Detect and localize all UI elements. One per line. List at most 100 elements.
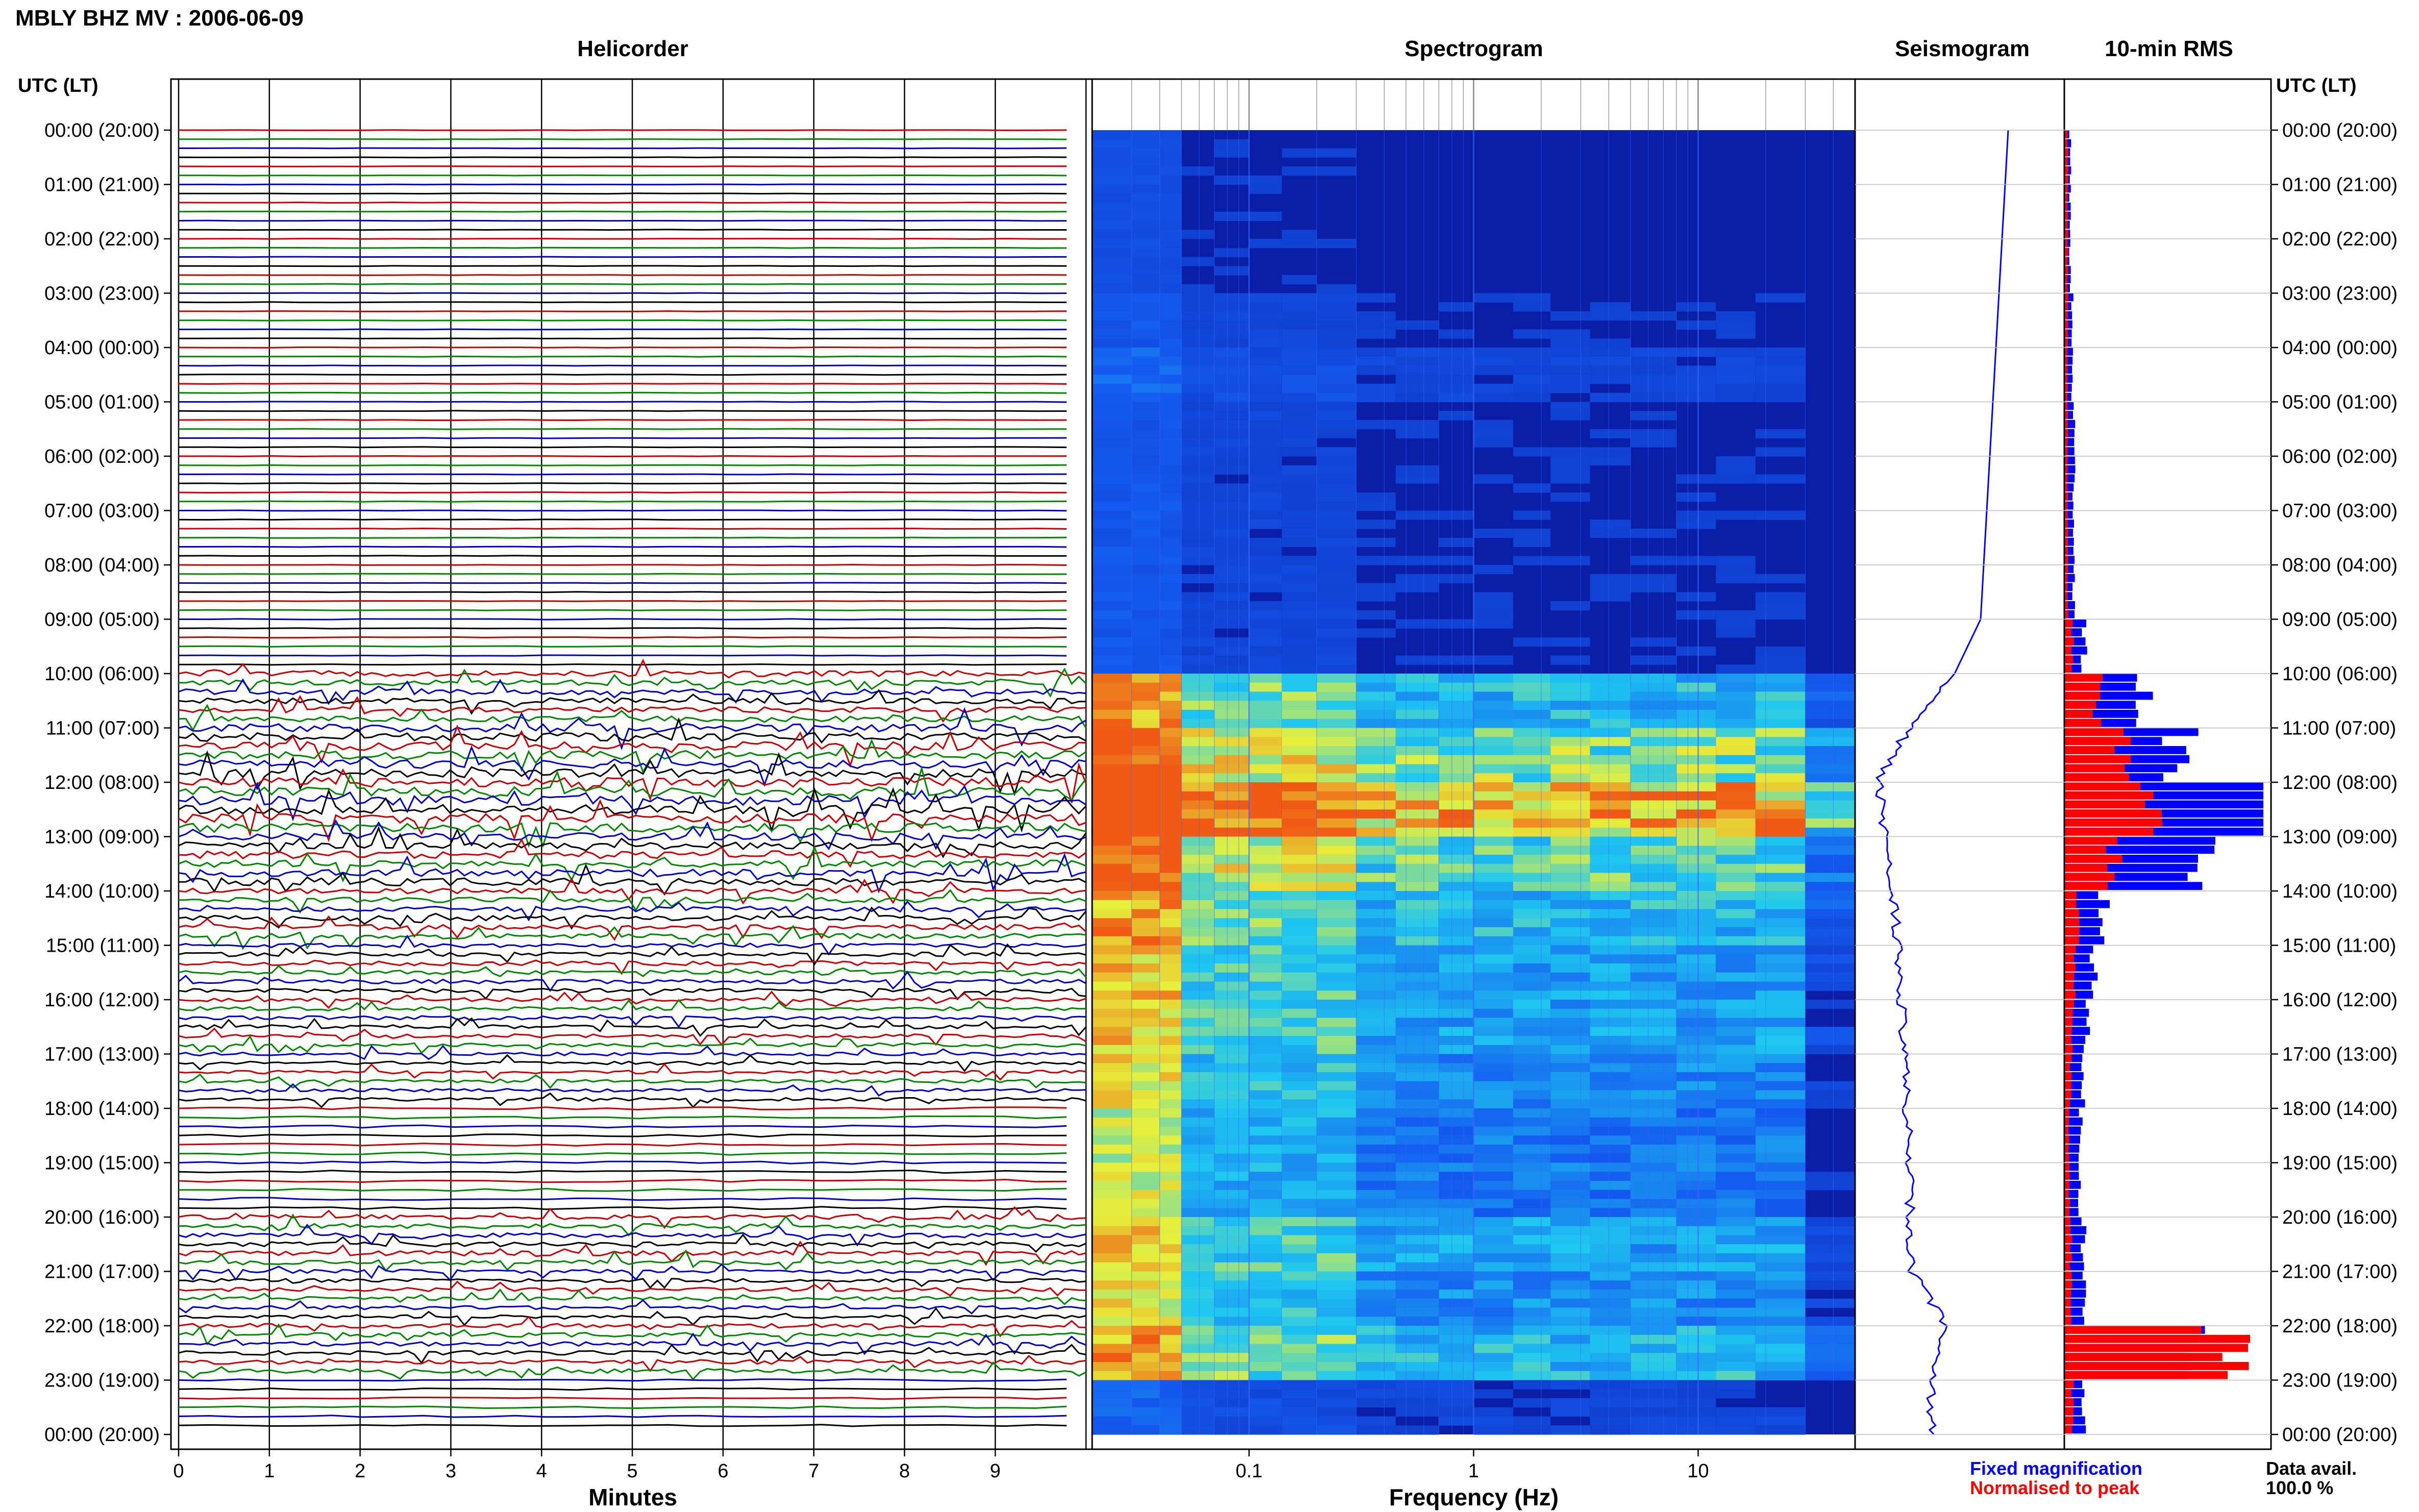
spectrogram-cell <box>1356 329 1396 339</box>
spectrogram-cell <box>1131 239 1160 249</box>
spectrogram-cell <box>1181 782 1215 792</box>
helicorder-trace <box>178 1092 1087 1108</box>
rms-bar <box>2064 972 2075 981</box>
spectrogram-cell <box>1676 1389 1716 1399</box>
spectrogram-cell <box>1214 755 1249 765</box>
spectrogram-cell <box>1805 855 1855 864</box>
spectrogram-cell <box>1356 420 1396 430</box>
spectrogram-cell <box>1631 873 1676 882</box>
spectrogram-cell <box>1181 510 1215 520</box>
time-label-left: 16:00 (12:00) <box>44 989 160 1011</box>
spectrogram-cell <box>1676 392 1716 403</box>
spectrogram-cell <box>1159 1045 1181 1055</box>
spectrogram-cell <box>1716 710 1756 720</box>
spectrogram-cell <box>1281 148 1317 158</box>
spectrogram-cell <box>1631 637 1676 647</box>
spectrogram-cell <box>1317 972 1356 982</box>
spectrogram-cell <box>1131 1162 1160 1172</box>
spectrogram-cell <box>1281 1045 1317 1055</box>
spectrogram-cell <box>1395 474 1439 484</box>
spectrogram-cell <box>1395 320 1439 330</box>
spectrogram-cell <box>1159 1189 1181 1200</box>
spectrogram-cell <box>1716 691 1756 701</box>
spectrogram-cell <box>1590 718 1631 729</box>
spectrogram-cell <box>1676 972 1716 982</box>
spectrogram-cell <box>1716 819 1756 828</box>
spectrogram-cell <box>1092 1145 1132 1154</box>
spectrogram-cell <box>1281 990 1317 1000</box>
spectrogram-cell <box>1281 800 1317 810</box>
spectrogram-cell <box>1249 746 1282 756</box>
spectrogram-cell <box>1755 674 1806 683</box>
helicorder-trace <box>178 1124 1067 1129</box>
spectrogram-cell <box>1676 1099 1716 1109</box>
rms-bar <box>2064 1344 2249 1352</box>
spectrogram-cell <box>1395 1145 1439 1154</box>
spectrogram-cell <box>1356 1217 1396 1227</box>
spectrogram-cell <box>1181 963 1215 973</box>
spectrogram-cell <box>1716 1326 1756 1335</box>
spectrogram-cell <box>1755 1353 1806 1362</box>
spectrogram-cell <box>1590 392 1631 403</box>
spectrogram-cell <box>1356 691 1396 701</box>
spectrogram-cell <box>1131 764 1160 774</box>
spectrogram-cell <box>1159 972 1181 982</box>
spectrogram-cell <box>1092 166 1132 176</box>
rms-bar <box>2064 846 2106 854</box>
spectrogram-cell <box>1356 1099 1396 1109</box>
spectrogram-cell <box>1590 900 1631 910</box>
spectrogram-cell <box>1317 1162 1356 1172</box>
spectrogram-cell <box>1159 637 1181 647</box>
spectrogram-cell <box>1356 764 1396 774</box>
spectrogram-cell <box>1131 1036 1160 1046</box>
spectrogram-cell <box>1181 166 1215 176</box>
spectrogram-cell <box>1755 1262 1806 1272</box>
spectrogram-cell <box>1159 1000 1181 1009</box>
helicorder-trace <box>178 787 1087 833</box>
spectrogram-cell <box>1550 474 1590 484</box>
spectrogram-cell <box>1755 873 1806 882</box>
spectrogram-cell <box>1676 1108 1716 1118</box>
spectrogram-cell <box>1439 909 1474 919</box>
spectrogram-cell <box>1590 963 1631 973</box>
spectrogram-cell <box>1159 284 1181 294</box>
spectrogram-cell <box>1249 365 1282 375</box>
rms-bar <box>2064 239 2068 247</box>
spectrogram-cell <box>1755 1189 1806 1200</box>
helicorder-trace <box>178 762 1087 803</box>
spectrogram-cell <box>1281 610 1317 620</box>
spectrogram-cell <box>1716 392 1756 403</box>
spectrogram-cell <box>1805 1262 1855 1272</box>
spectrogram-cell <box>1281 764 1317 774</box>
rms-bar <box>2064 1199 2070 1207</box>
rms-bar <box>2064 275 2067 283</box>
spectrogram-cell <box>1092 447 1132 457</box>
spectrogram-cell <box>1159 1208 1181 1218</box>
rms-bar <box>2064 356 2068 365</box>
time-label-left: 01:00 (21:00) <box>44 175 160 196</box>
spectrogram-cell <box>1181 791 1215 801</box>
spectrogram-cell <box>1159 356 1181 366</box>
spectrogram-cell <box>1439 1153 1474 1163</box>
spectrogram-cell <box>1249 1000 1282 1009</box>
spectrogram-cell <box>1131 1153 1160 1163</box>
helicorder-trace <box>178 1354 1087 1372</box>
spectrogram-cell <box>1676 918 1716 928</box>
spectrogram-cell <box>1281 501 1317 511</box>
spectrogram-cell <box>1159 456 1181 466</box>
spectrogram-cell <box>1281 827 1317 837</box>
spectrogram-cell <box>1159 392 1181 403</box>
spectrogram-cell <box>1395 1262 1439 1272</box>
helicorder-trace <box>178 165 1067 167</box>
helicorder-trace <box>178 482 1067 485</box>
spectrogram-cell <box>1356 592 1396 602</box>
spectrogram-cell <box>1755 1425 1806 1435</box>
spectrogram-cell <box>1356 1117 1396 1127</box>
spectrogram-cell <box>1092 293 1132 303</box>
spectrogram-cell <box>1676 1045 1716 1055</box>
spectrogram-cell <box>1181 1072 1215 1082</box>
rms-bar <box>2064 646 2071 655</box>
spectrogram-cell <box>1473 1344 1513 1353</box>
spectrogram-cell <box>1590 1262 1631 1272</box>
spectrogram-cell <box>1631 429 1676 439</box>
